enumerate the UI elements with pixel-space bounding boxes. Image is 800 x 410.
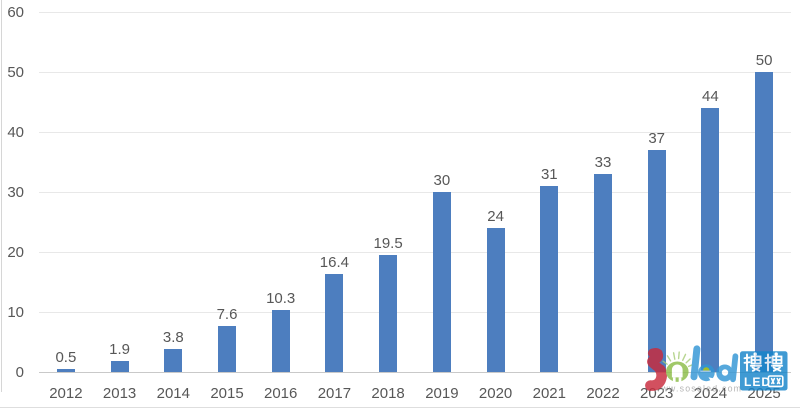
svg-text:LED: LED <box>744 375 771 389</box>
svg-text:www.sosoled.com: www.sosoled.com <box>653 384 742 394</box>
